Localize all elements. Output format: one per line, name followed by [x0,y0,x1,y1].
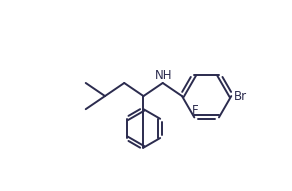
Text: Br: Br [234,90,247,103]
Text: F: F [192,104,198,117]
Text: NH: NH [155,69,172,82]
